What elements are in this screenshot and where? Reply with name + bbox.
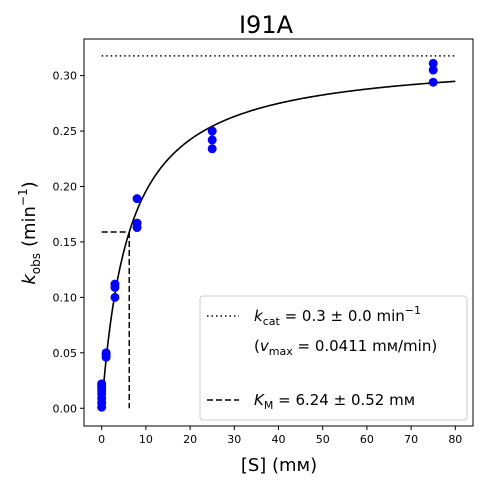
y-axis-label-close: ) (19, 181, 40, 188)
legend-km-main: K (254, 391, 265, 409)
x-tick-label: 20 (183, 433, 197, 446)
x-tick-label: 80 (448, 433, 462, 446)
legend-km-value: = 6.24 ± 0.52 mм (273, 391, 415, 409)
legend-km-sub: M (264, 399, 274, 412)
legend-kcat-value: = 0.3 ± 0.0 min (280, 307, 405, 325)
x-tick-label: 40 (272, 433, 286, 446)
x-tick-label: 30 (227, 433, 241, 446)
y-axis-label-main: k (19, 273, 40, 285)
fit-curve (100, 80, 456, 409)
data-point (132, 194, 142, 204)
y-axis-label-sub: obs (29, 253, 43, 274)
y-tick-label: 0.10 (53, 291, 78, 304)
x-tick-label: 0 (98, 433, 105, 446)
legend-kcat-main: k (254, 307, 264, 325)
y-tick-label: 0.05 (53, 347, 78, 360)
data-point (97, 379, 107, 389)
plot-area: 0 10 20 30 40 50 60 70 80 0.000.050.100.150.200.… (53, 38, 474, 446)
data-point (101, 348, 111, 358)
chart-title: I91A (239, 11, 294, 39)
legend-kcat-sub: cat (263, 315, 281, 328)
legend-vmax-main: v (260, 337, 270, 355)
data-point (428, 65, 438, 75)
x-tick-label: 10 (139, 433, 153, 446)
y-axis-ticks: 0.00 0.05 0.10 0.15 0.20 0.25 0.30 (53, 70, 84, 415)
legend-kcat-entry: kcat = 0.3 ± 0.0 min−1 (254, 304, 421, 328)
data-point (207, 135, 217, 145)
legend-km-entry: KM = 6.24 ± 0.52 mм (254, 391, 415, 412)
data-marks (97, 55, 456, 412)
legend-vmax-value: = 0.0411 mм/min) (293, 337, 437, 355)
x-axis-ticks: 0 10 20 30 40 50 60 70 80 (98, 426, 462, 446)
data-point (207, 144, 217, 154)
x-tick-label: 60 (360, 433, 374, 446)
y-tick-label: 0.20 (53, 180, 78, 193)
y-axis-label-unit: (min (19, 206, 40, 247)
legend-vmax-entry: (vmax = 0.0411 mм/min) (254, 337, 437, 358)
data-point (132, 218, 142, 228)
data-point (428, 77, 438, 87)
legend-vmax-sub: max (269, 345, 293, 358)
x-tick-label: 70 (404, 433, 418, 446)
x-tick-label: 50 (316, 433, 330, 446)
data-point (428, 58, 438, 68)
x-axis-label: [S] (mм) (241, 455, 317, 476)
legend-kcat-exp: −1 (405, 304, 421, 317)
y-tick-label: 0.00 (53, 402, 78, 415)
y-tick-label: 0.25 (53, 125, 78, 138)
legend: kcat = 0.3 ± 0.0 min−1 (vmax = 0.0411 mм… (199, 295, 468, 421)
y-tick-label: 0.15 (53, 236, 78, 249)
y-axis-label-exp: −1 (16, 188, 30, 206)
y-axis-label: kobs (min−1) (16, 181, 43, 284)
legend-vmax-open: ( (254, 337, 260, 355)
y-tick-label: 0.30 (53, 70, 78, 83)
data-point (110, 279, 120, 289)
data-point (207, 126, 217, 136)
legend-box (199, 295, 468, 421)
data-point (110, 292, 120, 302)
